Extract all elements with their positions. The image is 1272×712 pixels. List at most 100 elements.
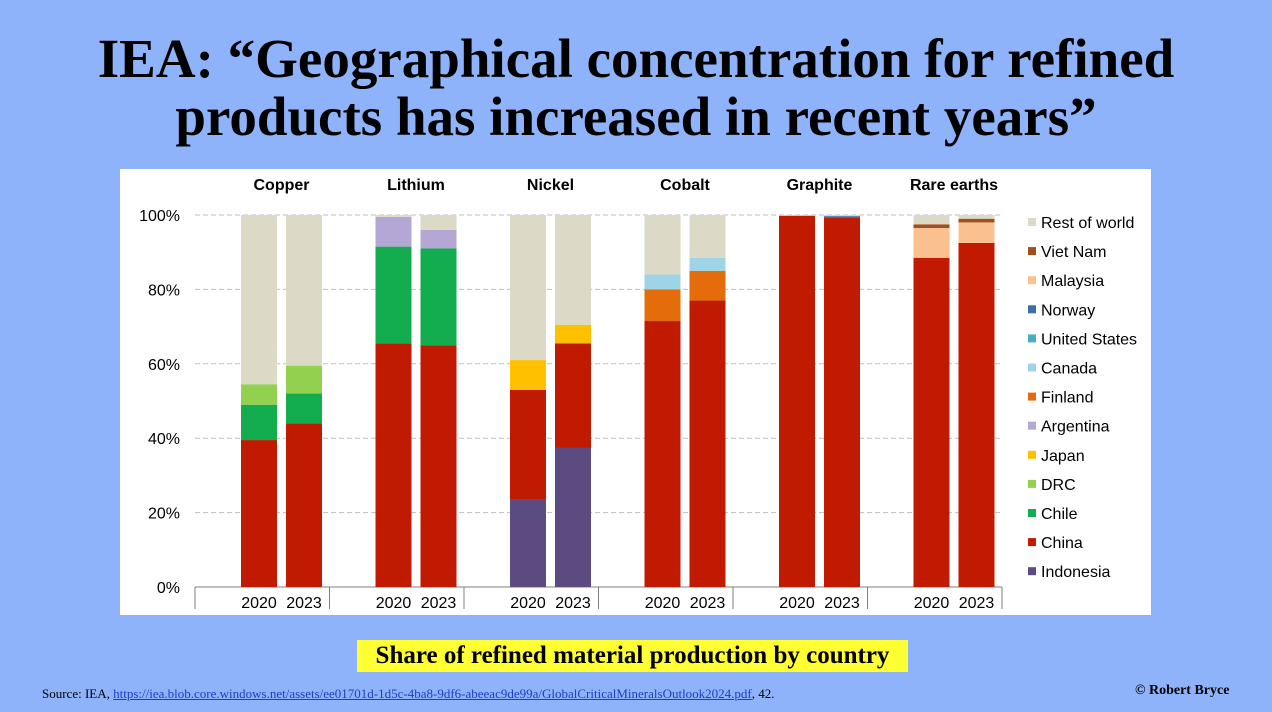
slide-title: IEA: “Geographical concentration for ref… <box>0 30 1272 146</box>
group-title: Graphite <box>787 177 853 194</box>
legend-label: Chile <box>1041 506 1078 523</box>
legend-swatch <box>1028 479 1036 488</box>
bar-segment-japan <box>555 324 591 344</box>
legend-label: Rest of world <box>1041 215 1134 232</box>
bar-segment-china <box>286 423 322 587</box>
x-tick-label: 2020 <box>376 595 412 612</box>
copyright-credit: © Robert Bryce <box>1135 683 1230 698</box>
legend-label: Finland <box>1041 390 1093 407</box>
bar-segment-rest-of-world <box>913 215 950 225</box>
y-tick-label: 20% <box>148 506 180 523</box>
bar-segment-malaysia <box>913 228 950 258</box>
legend-swatch <box>1028 450 1036 459</box>
group-title: Rare earths <box>910 177 998 194</box>
bar-segment-indonesia <box>510 499 546 587</box>
bar-segment-rest-of-world <box>375 215 412 217</box>
legend-swatch <box>1028 538 1036 547</box>
x-tick-label: 2023 <box>555 595 591 612</box>
bar-segment-rest-of-world <box>555 215 591 325</box>
legend-label: Argentina <box>1041 419 1110 436</box>
x-tick-label: 2020 <box>914 595 950 612</box>
bar-segment-malaysia <box>958 222 995 243</box>
x-tick-label: 2023 <box>286 595 322 612</box>
bar-segment-norway <box>824 216 860 218</box>
slide-title-line-2: products has increased in recent years” <box>175 86 1097 147</box>
bar-segment-rest-of-world <box>286 215 322 366</box>
x-tick-label: 2023 <box>959 595 995 612</box>
group-title: Copper <box>254 177 310 194</box>
group-title: Lithium <box>387 177 445 194</box>
legend-label: Viet Nam <box>1041 244 1107 261</box>
x-tick-label: 2023 <box>690 595 726 612</box>
stacked-bar-chart: 0% 20% 40% 60% 80% 100% Copper Lithium Nickel Cob… <box>139 177 1137 612</box>
bar-segment-rest-of-world <box>241 215 277 385</box>
bar-segment-viet-nam <box>958 218 995 223</box>
y-tick-label: 40% <box>148 431 180 448</box>
bar-segment-chile <box>286 393 322 424</box>
bar-segment-rest-of-world <box>958 215 995 219</box>
x-tick-label: 2020 <box>510 595 546 612</box>
bar-segment-rest-of-world <box>689 215 726 258</box>
bar-segment-china <box>779 215 815 587</box>
bar-segment-canada <box>644 274 681 290</box>
y-tick-label: 60% <box>148 357 180 374</box>
bar-segment-canada <box>689 257 726 271</box>
bar-segment-argentina <box>375 216 412 247</box>
bar-segment-drc <box>241 384 277 405</box>
slide-title-line-1: IEA: “Geographical concentration for ref… <box>97 28 1175 89</box>
bar-segment-japan <box>510 360 546 390</box>
bar-segment-rest-of-world <box>420 215 457 230</box>
source-link[interactable]: https://iea.blob.core.windows.net/assets… <box>113 686 752 701</box>
bar-segment-chile <box>420 248 457 346</box>
bar-segment-finland <box>689 270 726 301</box>
x-tick-label: 2023 <box>421 595 457 612</box>
legend-label: United States <box>1041 331 1137 348</box>
legend-swatch <box>1028 421 1036 430</box>
x-tick-label: 2020 <box>779 595 815 612</box>
bar-segment-china <box>824 217 860 587</box>
bar-segment-viet-nam <box>913 224 950 229</box>
legend-label: Norway <box>1041 302 1095 319</box>
y-tick-label: 0% <box>157 580 180 597</box>
bar-segment-finland <box>644 289 681 322</box>
y-tick-label: 80% <box>148 282 180 299</box>
source-suffix: , 42. <box>751 686 775 701</box>
bar-segment-rest-of-world <box>644 215 681 275</box>
legend-swatch <box>1028 363 1036 372</box>
bar-segment-drc <box>286 365 322 394</box>
group-title: Nickel <box>527 177 574 194</box>
legend-label: Japan <box>1041 448 1085 465</box>
x-tick-label: 2020 <box>241 595 277 612</box>
group-title: Cobalt <box>660 177 710 194</box>
x-tick-label: 2020 <box>645 595 681 612</box>
bar-segment-china <box>375 343 412 587</box>
bar-segment-china <box>689 300 726 587</box>
legend-label: Canada <box>1041 361 1097 378</box>
bar-segment-china <box>555 343 591 448</box>
bar-segment-china <box>241 440 277 587</box>
bar-segment-rest-of-world <box>824 215 860 217</box>
legend-label: China <box>1041 535 1083 552</box>
legend-swatch <box>1028 218 1036 226</box>
bar-segment-china <box>644 321 681 587</box>
bar-segment-indonesia <box>555 447 591 587</box>
bar-segment-rest-of-world <box>779 215 815 216</box>
bar-segment-argentina <box>420 229 457 249</box>
bar-segment-rest-of-world <box>510 215 546 361</box>
legend-swatch <box>1028 392 1036 401</box>
chart-subtitle: Share of refined material production by … <box>357 640 908 672</box>
legend-label: Indonesia <box>1041 564 1110 581</box>
bar-segment-chile <box>375 246 412 344</box>
legend-swatch <box>1028 567 1036 576</box>
legend-swatch <box>1028 276 1036 285</box>
bar-segment-china <box>958 242 995 587</box>
legend-swatch <box>1028 305 1036 314</box>
legend-swatch <box>1028 247 1036 256</box>
x-tick-label: 2023 <box>824 595 860 612</box>
legend-label: DRC <box>1041 477 1076 494</box>
legend-swatch <box>1028 509 1036 517</box>
bar-segment-china <box>510 389 546 500</box>
chart-panel: 0% 20% 40% 60% 80% 100% Copper Lithium Nickel Cob… <box>120 169 1151 615</box>
bar-segment-chile <box>241 404 277 441</box>
y-tick-label: 100% <box>139 208 180 225</box>
